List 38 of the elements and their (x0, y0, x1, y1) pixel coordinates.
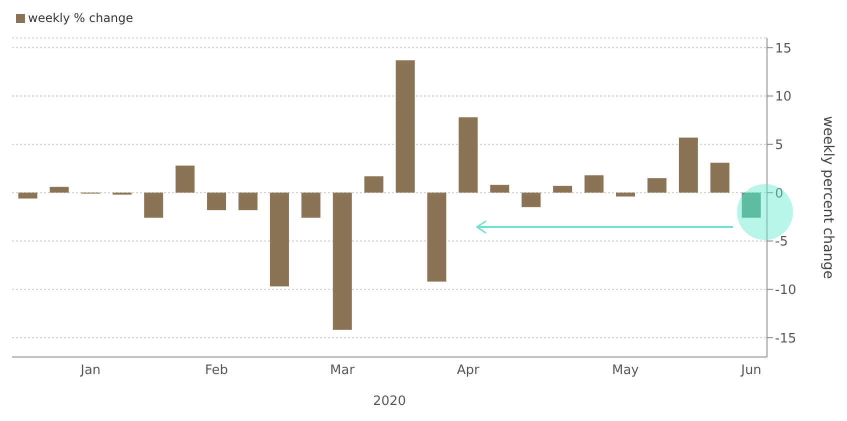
bar (50, 186, 69, 193)
y-axis-title: weekly percent change (820, 116, 836, 280)
x-tick-label: Jun (740, 363, 762, 378)
y-tick-label: 10 (775, 90, 792, 105)
bar (270, 192, 289, 286)
bar (616, 192, 635, 197)
y-tick-label: 0 (775, 186, 784, 202)
bar (522, 192, 541, 208)
x-axis-title: 2020 (372, 394, 406, 409)
legend-label: weekly % change (28, 11, 134, 25)
bar (678, 138, 698, 193)
x-tick-label: Jan (80, 363, 101, 378)
bar (427, 192, 446, 282)
y-tick-label: -5 (775, 234, 788, 250)
bar (553, 186, 572, 193)
y-tick-label: -15 (775, 331, 796, 346)
bar (238, 192, 258, 210)
bar (710, 162, 730, 193)
y-tick-label: 5 (775, 138, 784, 153)
y-tick-label: -10 (775, 282, 796, 298)
bar (176, 166, 195, 193)
bar (584, 175, 604, 193)
bar (332, 192, 352, 330)
x-tick-label: Apr (456, 363, 480, 378)
bar (144, 192, 164, 218)
x-tick-label: Mar (330, 363, 356, 378)
bar (490, 184, 510, 193)
bar (301, 192, 320, 218)
x-tick-label: May (612, 363, 640, 378)
bar (396, 60, 415, 193)
y-tick-label: 15 (775, 41, 792, 56)
bar (18, 192, 38, 198)
bar (742, 192, 761, 218)
bar (364, 176, 384, 193)
bar (207, 192, 226, 210)
x-tick-label: Feb (204, 363, 228, 378)
bar (647, 178, 666, 193)
bar (458, 117, 478, 193)
